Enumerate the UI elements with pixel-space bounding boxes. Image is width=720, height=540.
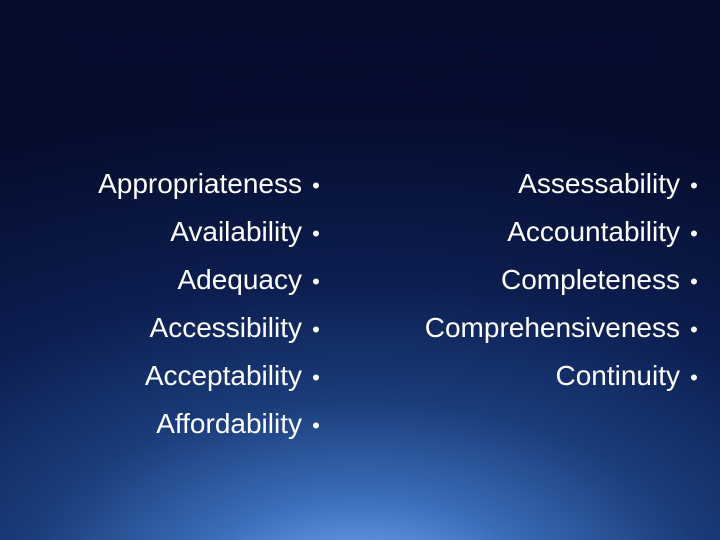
list-item: Accountability • <box>360 208 708 256</box>
bullet-icon: • <box>680 170 708 198</box>
right-column: Assessability • Accountability • Complet… <box>360 160 720 448</box>
item-label: Comprehensiveness <box>425 313 680 344</box>
slide: The Basic Requirements for Sound PHC (th… <box>0 0 720 540</box>
bullet-icon: • <box>302 362 330 390</box>
item-label: Acceptability <box>145 361 302 392</box>
list-item: Accessibility • <box>0 304 330 352</box>
bullet-icon: • <box>680 266 708 294</box>
list-item: Adequacy • <box>0 256 330 304</box>
item-label: Accountability <box>507 217 680 248</box>
content-columns: Appropriateness • Availability • Adequac… <box>0 160 720 448</box>
bullet-icon: • <box>680 218 708 246</box>
list-item: Appropriateness • <box>0 160 330 208</box>
bullet-icon: • <box>302 410 330 438</box>
item-label: Continuity <box>555 361 680 392</box>
item-label: Adequacy <box>177 265 302 296</box>
list-item: Acceptability • <box>0 352 330 400</box>
bullet-icon: • <box>680 362 708 390</box>
bullet-icon: • <box>302 314 330 342</box>
slide-title: The Basic Requirements for Sound PHC (th… <box>0 28 720 108</box>
title-line-1: The Basic Requirements for Sound PHC <box>0 28 720 68</box>
list-item: Availability • <box>0 208 330 256</box>
item-label: Assessability <box>518 169 680 200</box>
item-label: Affordability <box>156 409 302 440</box>
list-item: Continuity • <box>360 352 708 400</box>
item-label: Completeness <box>501 265 680 296</box>
item-label: Accessibility <box>150 313 302 344</box>
list-item: Assessability • <box>360 160 708 208</box>
item-label: Appropriateness <box>98 169 302 200</box>
bullet-icon: • <box>302 266 330 294</box>
item-label: Availability <box>170 217 302 248</box>
title-line-2: (the 8 A’s and the 3 C’s) <box>0 68 720 108</box>
list-item: Affordability • <box>0 400 330 448</box>
bullet-icon: • <box>302 170 330 198</box>
list-item: Completeness • <box>360 256 708 304</box>
list-item: Comprehensiveness • <box>360 304 708 352</box>
left-column: Appropriateness • Availability • Adequac… <box>0 160 360 448</box>
bullet-icon: • <box>302 218 330 246</box>
bullet-icon: • <box>680 314 708 342</box>
